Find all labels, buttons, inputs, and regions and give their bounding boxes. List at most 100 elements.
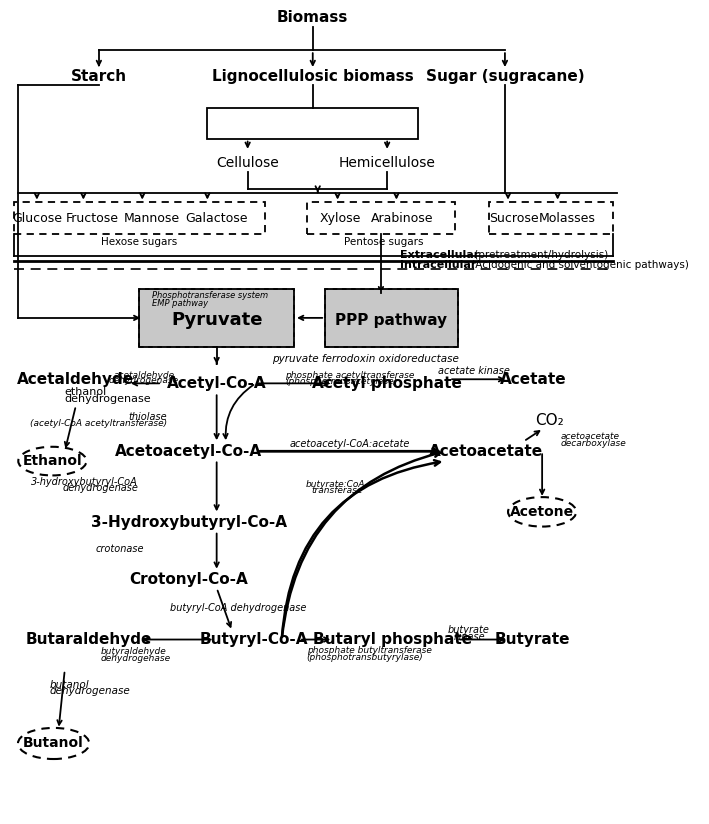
Text: Molasses: Molasses — [538, 212, 596, 224]
Text: acetaldehyde: acetaldehyde — [113, 371, 174, 380]
Text: Crotonyl-Co-A: Crotonyl-Co-A — [129, 573, 248, 588]
FancyArrowPatch shape — [214, 358, 219, 364]
Text: transferase: transferase — [312, 486, 363, 495]
Text: CO₂: CO₂ — [535, 413, 564, 428]
FancyArrowPatch shape — [214, 462, 219, 509]
Ellipse shape — [18, 447, 86, 475]
Text: ethanol: ethanol — [65, 386, 107, 396]
Text: butanol: butanol — [49, 680, 89, 690]
Ellipse shape — [18, 728, 89, 759]
Text: acetoacetate: acetoacetate — [561, 432, 620, 441]
FancyArrowPatch shape — [503, 53, 507, 65]
Text: EMP pathway: EMP pathway — [152, 299, 208, 308]
FancyBboxPatch shape — [139, 289, 294, 347]
Text: Acetone: Acetone — [510, 505, 574, 519]
Text: Extracellular: Extracellular — [400, 250, 479, 260]
FancyArrowPatch shape — [134, 316, 139, 320]
Text: dehydrogenase: dehydrogenase — [109, 377, 179, 386]
Text: dehydrogenase: dehydrogenase — [65, 394, 152, 404]
Text: (acetyl-CoA acetyltransferase): (acetyl-CoA acetyltransferase) — [30, 419, 167, 428]
FancyArrowPatch shape — [259, 382, 328, 386]
FancyBboxPatch shape — [325, 289, 459, 347]
FancyArrowPatch shape — [460, 637, 503, 642]
Text: dehydrogenase: dehydrogenase — [62, 483, 138, 493]
Text: phosphate acetyltransferase: phosphate acetyltransferase — [285, 371, 414, 380]
Text: Butaryl phosphate: Butaryl phosphate — [313, 632, 471, 647]
Text: (phosphotransbutyrylase): (phosphotransbutyrylase) — [306, 653, 423, 662]
Text: acetate kinase: acetate kinase — [438, 366, 510, 376]
FancyArrowPatch shape — [245, 142, 250, 147]
Text: butyryl-CoA dehydrogenase: butyryl-CoA dehydrogenase — [170, 603, 306, 613]
FancyArrowPatch shape — [316, 186, 320, 192]
Text: Biomass: Biomass — [277, 10, 348, 25]
Ellipse shape — [508, 497, 576, 527]
Text: Xylose: Xylose — [320, 212, 362, 224]
FancyArrowPatch shape — [299, 316, 323, 320]
Text: Hexose sugars: Hexose sugars — [101, 236, 177, 246]
FancyArrowPatch shape — [452, 377, 503, 382]
FancyArrowPatch shape — [65, 408, 75, 447]
Text: pyruvate ferrodoxin oxidoreductase: pyruvate ferrodoxin oxidoreductase — [272, 353, 459, 364]
FancyArrowPatch shape — [394, 194, 398, 198]
Text: (pretreatment/hydrolysis): (pretreatment/hydrolysis) — [471, 250, 608, 260]
FancyArrowPatch shape — [282, 460, 440, 637]
Text: Hemicellulose: Hemicellulose — [339, 157, 435, 171]
Text: thiolase: thiolase — [128, 412, 167, 422]
FancyArrowPatch shape — [214, 396, 219, 438]
FancyArrowPatch shape — [57, 672, 65, 725]
FancyArrowPatch shape — [282, 452, 440, 637]
Text: (phosphotransacetylase): (phosphotransacetylase) — [285, 377, 397, 386]
Text: Acetoacetate: Acetoacetate — [429, 444, 543, 459]
Text: Cellulose: Cellulose — [216, 157, 279, 171]
FancyArrowPatch shape — [385, 142, 389, 147]
FancyArrowPatch shape — [311, 53, 315, 65]
FancyBboxPatch shape — [207, 108, 418, 138]
Text: Sucrose: Sucrose — [489, 212, 539, 224]
Text: Fructose: Fructose — [66, 212, 119, 224]
FancyArrowPatch shape — [35, 194, 39, 198]
FancyArrowPatch shape — [506, 194, 510, 198]
Bar — [306, 203, 455, 233]
FancyArrowPatch shape — [526, 431, 540, 440]
Text: Acetate: Acetate — [500, 372, 566, 386]
Text: butyraldehyde: butyraldehyde — [101, 648, 167, 656]
Text: PPP pathway: PPP pathway — [335, 313, 447, 328]
Text: dehydrogenase: dehydrogenase — [101, 654, 171, 662]
Text: Butyrate: Butyrate — [495, 632, 571, 647]
Text: 3-Hydroxybutyryl-Co-A: 3-Hydroxybutyryl-Co-A — [91, 515, 286, 530]
Text: acetoacetyl-CoA:acetate: acetoacetyl-CoA:acetate — [290, 439, 410, 449]
FancyArrowPatch shape — [223, 385, 253, 438]
Text: Acetoacetyl-Co-A: Acetoacetyl-Co-A — [115, 444, 262, 459]
Bar — [325, 289, 459, 347]
Text: Butanol: Butanol — [23, 737, 84, 751]
FancyArrowPatch shape — [96, 61, 101, 65]
Text: Glucose: Glucose — [12, 212, 62, 224]
Text: Sugar (sugracane): Sugar (sugracane) — [425, 69, 584, 84]
Text: (Acidogenic and solventogenic pathways): (Acidogenic and solventogenic pathways) — [468, 260, 688, 269]
Text: Intracellular: Intracellular — [400, 260, 476, 269]
Bar — [139, 289, 294, 347]
Text: Starch: Starch — [71, 69, 127, 84]
FancyArrowPatch shape — [379, 287, 383, 293]
FancyArrowPatch shape — [144, 637, 211, 642]
Text: Ethanol: Ethanol — [23, 454, 82, 468]
FancyArrowPatch shape — [214, 533, 219, 567]
Text: Acetyl phosphate: Acetyl phosphate — [312, 376, 462, 391]
Text: Pentose sugars: Pentose sugars — [345, 236, 424, 246]
Text: Mannose: Mannose — [123, 212, 179, 224]
Text: phosphate butyltransferase: phosphate butyltransferase — [306, 647, 431, 655]
FancyArrowPatch shape — [555, 194, 560, 198]
Bar — [489, 203, 613, 233]
Text: Pyruvate: Pyruvate — [171, 311, 262, 330]
Text: decarboxylase: decarboxylase — [561, 438, 627, 447]
Text: Acetyl-Co-A: Acetyl-Co-A — [167, 376, 267, 391]
Text: 3-hydroxybutyryl-CoA: 3-hydroxybutyryl-CoA — [31, 476, 138, 486]
Text: Lignocellulosic biomass: Lignocellulosic biomass — [212, 69, 413, 84]
Text: crotonase: crotonase — [96, 545, 144, 555]
Text: Butaraldehyde: Butaraldehyde — [25, 632, 152, 647]
FancyArrowPatch shape — [205, 194, 210, 198]
Text: kinase: kinase — [453, 632, 485, 642]
Text: butyrate: butyrate — [448, 625, 490, 634]
FancyArrowPatch shape — [302, 637, 328, 642]
Text: butyrate:CoA-: butyrate:CoA- — [306, 480, 369, 489]
